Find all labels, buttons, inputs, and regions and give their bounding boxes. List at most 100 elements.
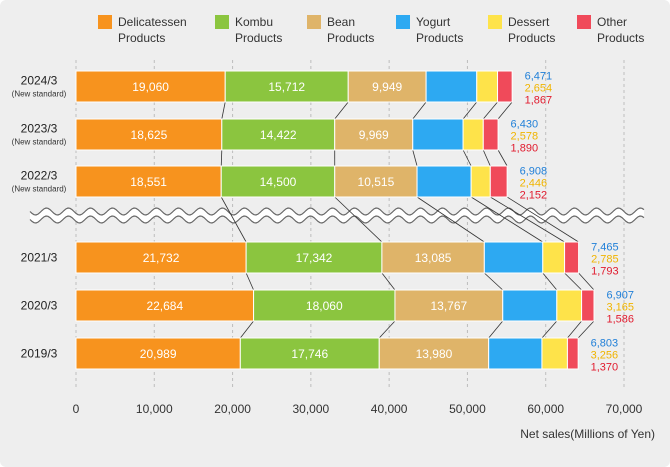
chart-legend: Delicatessen Products Kombu Products Bea… bbox=[0, 0, 670, 50]
x-tick-label: 40,000 bbox=[371, 402, 408, 416]
data-label: 18,060 bbox=[306, 299, 343, 313]
connector-line bbox=[482, 101, 498, 120]
bar-segment bbox=[75, 165, 222, 198]
data-label: 2,152 bbox=[520, 190, 548, 202]
connector-line bbox=[482, 149, 491, 167]
data-label: 1,370 bbox=[591, 362, 619, 374]
bar-segment bbox=[412, 118, 464, 151]
bar-segment bbox=[378, 337, 490, 370]
x-axis-label: Net sales(Millions of Yen) bbox=[520, 427, 655, 441]
y-category-label: 2023/3 bbox=[21, 122, 58, 136]
connector-line bbox=[334, 101, 349, 120]
data-label: 21,732 bbox=[143, 251, 180, 265]
legend-swatch bbox=[307, 15, 321, 29]
data-label: 1,867 bbox=[525, 95, 553, 107]
bar-segment bbox=[542, 241, 566, 274]
data-label: 13,767 bbox=[431, 299, 468, 313]
bar-segment bbox=[75, 118, 223, 151]
bar-segment bbox=[394, 289, 504, 322]
y-category-label: 2021/3 bbox=[21, 251, 58, 265]
data-label: 19,060 bbox=[132, 80, 169, 94]
legend-label: Dessert Products bbox=[508, 15, 556, 45]
bar-segment bbox=[245, 241, 383, 274]
connector-line bbox=[577, 320, 595, 339]
connector-line bbox=[470, 196, 543, 243]
legend-label: Other Products bbox=[597, 15, 645, 45]
legend-swatch bbox=[488, 15, 502, 29]
axis-break-line bbox=[29, 215, 645, 224]
connector-line bbox=[221, 101, 226, 120]
connector-line bbox=[462, 149, 472, 167]
y-category-note: (New standard) bbox=[12, 90, 67, 99]
connector-line bbox=[488, 320, 504, 339]
connector-line bbox=[378, 320, 396, 339]
bar-segment bbox=[75, 337, 241, 370]
connector-line bbox=[239, 320, 254, 339]
data-label: 20,989 bbox=[140, 347, 177, 361]
bar-segment bbox=[470, 165, 491, 198]
data-label: 10,515 bbox=[358, 175, 395, 189]
legend-label: Yogurt Products bbox=[416, 15, 464, 45]
bar-segment bbox=[75, 289, 255, 322]
data-label: 17,342 bbox=[296, 251, 333, 265]
x-tick-label: 50,000 bbox=[449, 402, 486, 416]
bar-segment bbox=[334, 118, 414, 151]
legend-label: Delicatessen Products bbox=[118, 15, 187, 45]
x-tick-label: 70,000 bbox=[606, 402, 643, 416]
axis-break bbox=[29, 207, 645, 224]
data-label: 1,890 bbox=[511, 143, 539, 155]
data-label: 7,465 bbox=[591, 242, 619, 254]
bar-segment bbox=[220, 165, 336, 198]
bar-segment bbox=[581, 289, 595, 322]
x-tick-label: 20,000 bbox=[214, 402, 251, 416]
y-category-note: (New standard) bbox=[12, 185, 67, 194]
bar-segment bbox=[239, 337, 380, 370]
data-label: 9,969 bbox=[359, 128, 389, 142]
bar-segment bbox=[334, 165, 418, 198]
data-label: 9,949 bbox=[372, 80, 402, 94]
data-label: 1,586 bbox=[606, 314, 634, 326]
connector-line bbox=[567, 320, 582, 339]
data-label: 14,500 bbox=[260, 175, 297, 189]
data-label: 17,746 bbox=[291, 347, 328, 361]
bar-segment bbox=[381, 241, 485, 274]
bar-segment bbox=[489, 165, 508, 198]
bar-segment bbox=[564, 241, 580, 274]
connector-line bbox=[564, 272, 582, 291]
connector-line bbox=[541, 320, 558, 339]
connector-line bbox=[462, 101, 478, 120]
x-tick-label: 30,000 bbox=[293, 402, 330, 416]
axis-break-line bbox=[29, 207, 645, 216]
data-label: 18,551 bbox=[130, 175, 167, 189]
connector-lines bbox=[220, 101, 595, 339]
connector-line bbox=[334, 196, 383, 243]
bar-segment bbox=[541, 337, 568, 370]
bar-segment bbox=[75, 70, 226, 103]
y-category-label: 2024/3 bbox=[21, 74, 58, 88]
connector-line bbox=[416, 196, 485, 243]
legend-swatch bbox=[215, 15, 229, 29]
connector-line bbox=[381, 272, 396, 291]
bar-segment bbox=[476, 70, 499, 103]
bar-segment bbox=[462, 118, 484, 151]
connector-line bbox=[578, 272, 595, 291]
connector-line bbox=[497, 101, 513, 120]
data-label: 3,165 bbox=[606, 302, 634, 314]
data-label: 6,471 bbox=[525, 71, 553, 83]
connector-line bbox=[497, 149, 508, 167]
bar-segment bbox=[502, 289, 558, 322]
bar-segment bbox=[416, 165, 472, 198]
y-category-label: 2019/3 bbox=[21, 347, 58, 361]
data-label: 1,793 bbox=[591, 266, 619, 278]
legend-swatch bbox=[98, 15, 112, 29]
x-tick-label: 10,000 bbox=[136, 402, 173, 416]
connector-line bbox=[220, 149, 223, 167]
data-label: 2,446 bbox=[520, 178, 548, 190]
data-label: 6,803 bbox=[591, 338, 619, 350]
